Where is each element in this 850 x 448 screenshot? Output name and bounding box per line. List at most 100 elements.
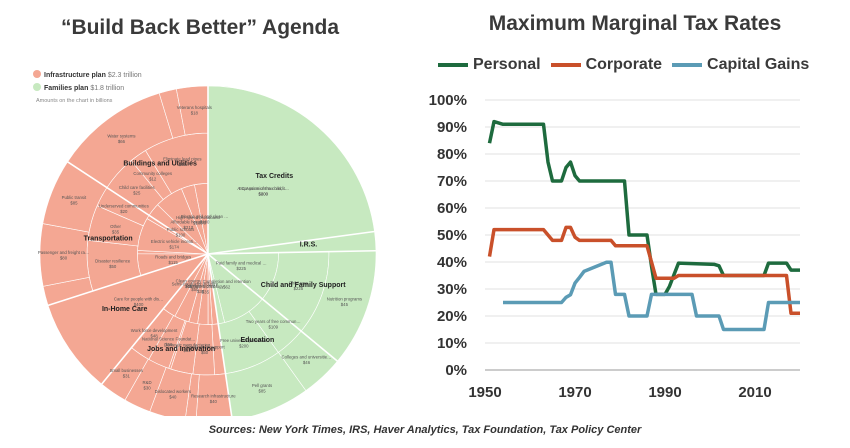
- pie-chart-title: “Build Back Better” Agenda: [60, 16, 340, 39]
- pie-slice-label: Two years of free commun…: [246, 319, 301, 324]
- y-tick-label: 0%: [445, 362, 467, 379]
- pie-slice-value: $46: [303, 360, 311, 365]
- pie-slice-value: $85: [70, 201, 78, 206]
- pie-slice-value: $66: [118, 139, 126, 144]
- x-tick-label: 1990: [648, 384, 681, 401]
- pie-slice-care-for-people-with-disabilities-and-older-adults: [47, 253, 209, 385]
- pie-slice-label: Colleges and universitie…: [282, 355, 332, 360]
- legend-swatch-corporate: [550, 63, 581, 67]
- legend-item-corporate: Corporate: [550, 56, 663, 74]
- pie-slice-label: Roads and bridges: [155, 254, 191, 259]
- y-tick-label: 100%: [429, 92, 467, 109]
- svg-text:Infrastructure plan $2.3 trill: Infrastructure plan $2.3 trillion: [44, 72, 142, 79]
- pie-group-divider: [101, 253, 209, 385]
- y-tick-label: 10%: [437, 335, 467, 352]
- legend-label-capital-gains: Capital Gains: [707, 56, 810, 73]
- pie-group-divider: [207, 249, 376, 255]
- legend-item-personal: Personal: [438, 56, 541, 74]
- pie-slice-label: Child care: [289, 281, 309, 286]
- source-note: Sources: New York Times, IRS, Haver Anal…: [208, 424, 642, 436]
- pie-slice-value: $100: [200, 219, 210, 224]
- pie-slice-label: Nutrition programs: [327, 297, 362, 302]
- y-tick-label: 60%: [437, 200, 467, 217]
- legend-swatch-personal: [438, 63, 468, 67]
- pie-slice-value: $48: [150, 334, 158, 339]
- pie-slice-label: Free universal preschool: [220, 338, 267, 343]
- pie-slice-label: Child care facilities: [119, 185, 155, 190]
- pie-slice-label: Clean energy: [176, 278, 202, 283]
- pie-slice-label: Paid family and medical …: [216, 261, 267, 266]
- pie-slice-value: $115: [169, 260, 179, 265]
- pie-slice-value: $85: [258, 388, 266, 393]
- pie-group-label-transportation: Transportation: [84, 235, 133, 242]
- pie-slice-value: $40: [169, 395, 177, 400]
- series-line-corporate: [487, 225, 800, 316]
- line-chart-legend: Personal Corporate Capital Gains: [438, 54, 819, 76]
- pie-slice-label: Eliminate lead pipes: [163, 157, 201, 162]
- pie-slice-value: $40: [210, 399, 218, 404]
- x-tick-label: 1970: [558, 384, 591, 401]
- legend-label-personal: Personal: [473, 56, 541, 73]
- legend-item-capital-gains: Capital Gains: [672, 56, 809, 74]
- pie-slice-value: $50: [191, 287, 199, 292]
- pie-slice-value: $200: [258, 191, 268, 196]
- pie-legend: Infrastructure plan $2.3 trillion Famili…: [33, 70, 142, 104]
- pie-slice-value: $225: [237, 266, 247, 271]
- y-tick-label: 90%: [437, 119, 467, 136]
- pie-slice-label: Research infrastructure: [191, 393, 236, 398]
- pie-slice-label: Semi-conductor industry: [172, 282, 219, 287]
- pie-slice-value: $45: [341, 302, 349, 307]
- y-tick-label: 70%: [437, 173, 467, 190]
- families-legend-swatch: [33, 83, 41, 91]
- pie-slice-value: $30: [197, 289, 205, 294]
- pie-group-divider: [207, 230, 375, 255]
- pie-slice-label: Public schools: [167, 227, 194, 232]
- pie-slice-label: Veterans hospitals: [177, 105, 212, 110]
- pie-slice-label: Underserved communities: [99, 203, 149, 208]
- families-legend-label: Families plan: [44, 85, 88, 92]
- pie-slice-label: National Science Foundat…: [142, 336, 196, 341]
- pie-slice-label: High-speed broadband: [176, 215, 220, 220]
- line-chart: 0% 10% 20% 30% 40% 50% 60% 70% 80% 90% 100% 1950 197…: [429, 92, 800, 401]
- pie-slice-label: Public transit: [62, 195, 87, 200]
- pie-note: Amounts on the chart in billions: [36, 98, 113, 104]
- pie-slice-value: $225: [294, 286, 304, 291]
- pie-slice-value: $20: [120, 209, 128, 214]
- pie-slice-value: $400: [134, 302, 144, 307]
- pie-slice-value: $213: [184, 225, 194, 230]
- pie-slice-label: Disaster resilience: [95, 258, 131, 263]
- pie-slice-value: $100: [176, 232, 186, 237]
- pie-slice-value: $80: [60, 255, 68, 260]
- pie-slice-label: Work force development: [131, 328, 178, 333]
- y-tick-label: 20%: [437, 308, 467, 325]
- line-chart-title: Maximum Marginal Tax Rates: [488, 12, 782, 35]
- pie-slice-label: Community colleges: [133, 171, 172, 176]
- pie-group-label-in-home-care: In-Home Care: [102, 306, 148, 313]
- pie-group-divider: [207, 253, 338, 362]
- pie-slice-value: $62: [223, 284, 231, 289]
- y-tick-label: 40%: [437, 254, 467, 271]
- x-tick-label: 1950: [468, 384, 501, 401]
- pie-slice-label: A.C.A premium tax credit…: [237, 186, 289, 191]
- y-tick-label: 50%: [437, 227, 467, 244]
- pie-slice-value: $52: [184, 348, 192, 353]
- pie-slice-value: $46: [185, 284, 193, 289]
- y-tick-label: 80%: [437, 146, 467, 163]
- pie-slice-value: $31: [123, 374, 131, 379]
- pie-slice-label: Electric vehicle incenti…: [151, 239, 198, 244]
- pie-slice-label: Domestic manufacturing: [164, 342, 211, 347]
- x-tick-label: 2010: [738, 384, 771, 401]
- pie-slice-label: Dislocated workers: [155, 389, 191, 394]
- pie-group-label-tax-credits: Tax Credits: [256, 173, 294, 180]
- infrastructure-legend-swatch: [33, 70, 41, 78]
- pie-slice-label: Completion and retention: [203, 279, 252, 284]
- pie-slice-value: $30: [143, 385, 151, 390]
- pie-slice-a-c-a-premium-tax-credit-expansion: [207, 85, 375, 255]
- pie-slice-value: $18: [191, 111, 199, 116]
- pie-slice-label: Other: [110, 224, 121, 229]
- pie-slice-value: $50: [109, 264, 117, 269]
- pie-slice-value: $100: [193, 221, 203, 226]
- legend-label-corporate: Corporate: [585, 56, 663, 73]
- pie-slice-label: Pandemic prep: [186, 283, 216, 288]
